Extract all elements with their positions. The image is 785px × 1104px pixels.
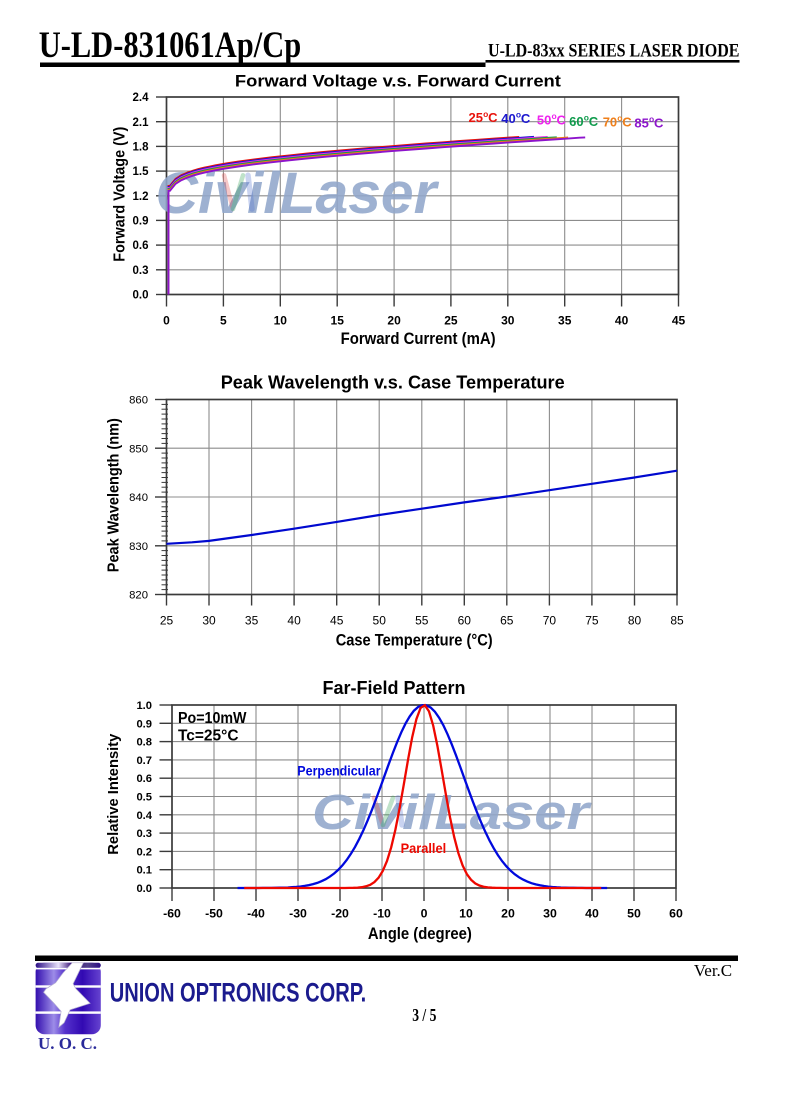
svg-text:80: 80 xyxy=(628,613,642,627)
svg-text:o: o xyxy=(516,110,521,120)
svg-text:10: 10 xyxy=(459,907,473,921)
svg-text:0.2: 0.2 xyxy=(136,846,152,858)
svg-text:-60: -60 xyxy=(163,907,181,921)
svg-text:Tc=25°C: Tc=25°C xyxy=(178,728,239,745)
svg-text:20: 20 xyxy=(501,907,515,921)
svg-text:850: 850 xyxy=(129,443,148,455)
svg-text:Perpendicular: Perpendicular xyxy=(297,762,381,778)
svg-text:50: 50 xyxy=(537,113,551,128)
svg-text:30: 30 xyxy=(543,907,557,921)
svg-text:75: 75 xyxy=(585,613,599,627)
svg-text:0: 0 xyxy=(421,907,428,921)
svg-text:Forward Current (mA): Forward Current (mA) xyxy=(341,330,496,348)
svg-text:-20: -20 xyxy=(331,907,349,921)
svg-text:U-LD-83xx SERIES LASER DIODE: U-LD-83xx SERIES LASER DIODE xyxy=(488,41,740,62)
svg-text:Far-Field Pattern: Far-Field Pattern xyxy=(323,678,466,698)
svg-text:35: 35 xyxy=(558,314,572,328)
svg-text:60: 60 xyxy=(669,907,683,921)
svg-text:Peak Wavelength (nm): Peak Wavelength (nm) xyxy=(106,418,123,572)
svg-text:0.6: 0.6 xyxy=(133,240,149,252)
svg-text:40: 40 xyxy=(287,613,301,627)
svg-text:Po=10mW: Po=10mW xyxy=(178,710,247,727)
svg-text:830: 830 xyxy=(129,541,148,553)
svg-text:0.8: 0.8 xyxy=(136,737,152,749)
svg-text:1.2: 1.2 xyxy=(133,191,149,203)
svg-text:0: 0 xyxy=(163,314,170,328)
svg-text:15: 15 xyxy=(331,314,345,328)
svg-text:35: 35 xyxy=(245,613,259,627)
svg-text:Parallel: Parallel xyxy=(401,840,447,856)
svg-text:45: 45 xyxy=(672,314,686,328)
svg-text:25: 25 xyxy=(469,110,483,125)
svg-text:C: C xyxy=(654,116,664,131)
svg-text:3 / 5: 3 / 5 xyxy=(412,1005,436,1025)
svg-text:Ver.C: Ver.C xyxy=(694,961,732,980)
svg-text:55: 55 xyxy=(415,613,429,627)
svg-text:860: 860 xyxy=(129,395,148,407)
svg-text:60: 60 xyxy=(569,114,583,129)
svg-text:0.6: 0.6 xyxy=(136,773,152,785)
svg-text:-50: -50 xyxy=(205,907,223,921)
svg-text:C: C xyxy=(622,115,632,130)
svg-text:0.0: 0.0 xyxy=(133,290,149,302)
svg-text:1.8: 1.8 xyxy=(133,142,150,154)
svg-text:0.1: 0.1 xyxy=(136,865,152,877)
svg-text:5: 5 xyxy=(220,314,227,328)
svg-text:0.7: 0.7 xyxy=(136,755,152,767)
svg-text:o: o xyxy=(584,113,589,123)
svg-text:840: 840 xyxy=(129,492,148,504)
svg-text:60: 60 xyxy=(458,613,472,627)
svg-text:0.3: 0.3 xyxy=(133,265,149,277)
svg-text:C: C xyxy=(557,113,567,128)
svg-text:-40: -40 xyxy=(247,907,265,921)
svg-text:85: 85 xyxy=(634,116,648,131)
svg-text:45: 45 xyxy=(330,613,344,627)
svg-text:2.4: 2.4 xyxy=(133,92,150,104)
svg-text:o: o xyxy=(552,111,557,121)
svg-text:2.1: 2.1 xyxy=(133,117,150,129)
svg-text:-10: -10 xyxy=(373,907,391,921)
svg-text:Forward Voltage (V): Forward Voltage (V) xyxy=(112,127,129,262)
svg-text:50: 50 xyxy=(627,907,641,921)
svg-text:0.9: 0.9 xyxy=(133,216,149,228)
svg-text:Forward Voltage v.s. Forward C: Forward Voltage v.s. Forward Current xyxy=(235,72,561,91)
svg-text:o: o xyxy=(483,109,488,119)
svg-text:10: 10 xyxy=(274,314,288,328)
svg-text:Peak Wavelength v.s. Case Temp: Peak Wavelength v.s. Case Temperature xyxy=(221,372,565,393)
svg-text:U-LD-831061Ap/Cp: U-LD-831061Ap/Cp xyxy=(39,25,302,66)
svg-text:0.4: 0.4 xyxy=(136,810,152,822)
svg-text:40: 40 xyxy=(585,907,599,921)
svg-text:C: C xyxy=(589,114,599,129)
svg-text:Case Temperature (°C): Case Temperature (°C) xyxy=(336,630,493,649)
svg-text:25: 25 xyxy=(160,613,174,627)
svg-text:40: 40 xyxy=(615,314,629,328)
svg-text:85: 85 xyxy=(670,613,684,627)
svg-text:U. O. C.: U. O. C. xyxy=(38,1034,97,1053)
svg-text:0.3: 0.3 xyxy=(136,828,152,840)
svg-text:40: 40 xyxy=(501,111,515,126)
svg-text:Relative Intensity: Relative Intensity xyxy=(106,734,122,855)
svg-text:1.5: 1.5 xyxy=(133,166,150,178)
svg-text:50: 50 xyxy=(373,613,387,627)
svg-text:20: 20 xyxy=(387,314,401,328)
svg-text:25: 25 xyxy=(444,314,458,328)
svg-text:o: o xyxy=(617,113,622,123)
svg-text:70: 70 xyxy=(543,613,557,627)
svg-text:o: o xyxy=(649,114,654,124)
svg-text:30: 30 xyxy=(501,314,515,328)
svg-text:C: C xyxy=(488,110,498,125)
svg-text:0.0: 0.0 xyxy=(136,883,152,895)
svg-text:820: 820 xyxy=(129,590,148,602)
svg-text:Angle (degree): Angle (degree) xyxy=(368,925,472,943)
svg-text:70: 70 xyxy=(603,115,617,130)
svg-text:C: C xyxy=(521,111,531,126)
svg-text:0.5: 0.5 xyxy=(136,792,152,804)
svg-text:65: 65 xyxy=(500,613,514,627)
svg-text:-30: -30 xyxy=(289,907,307,921)
svg-text:0.9: 0.9 xyxy=(136,718,152,730)
svg-text:1.0: 1.0 xyxy=(136,700,152,712)
svg-text:UNION OPTRONICS CORP.: UNION OPTRONICS CORP. xyxy=(110,978,367,1008)
svg-text:30: 30 xyxy=(202,613,216,627)
